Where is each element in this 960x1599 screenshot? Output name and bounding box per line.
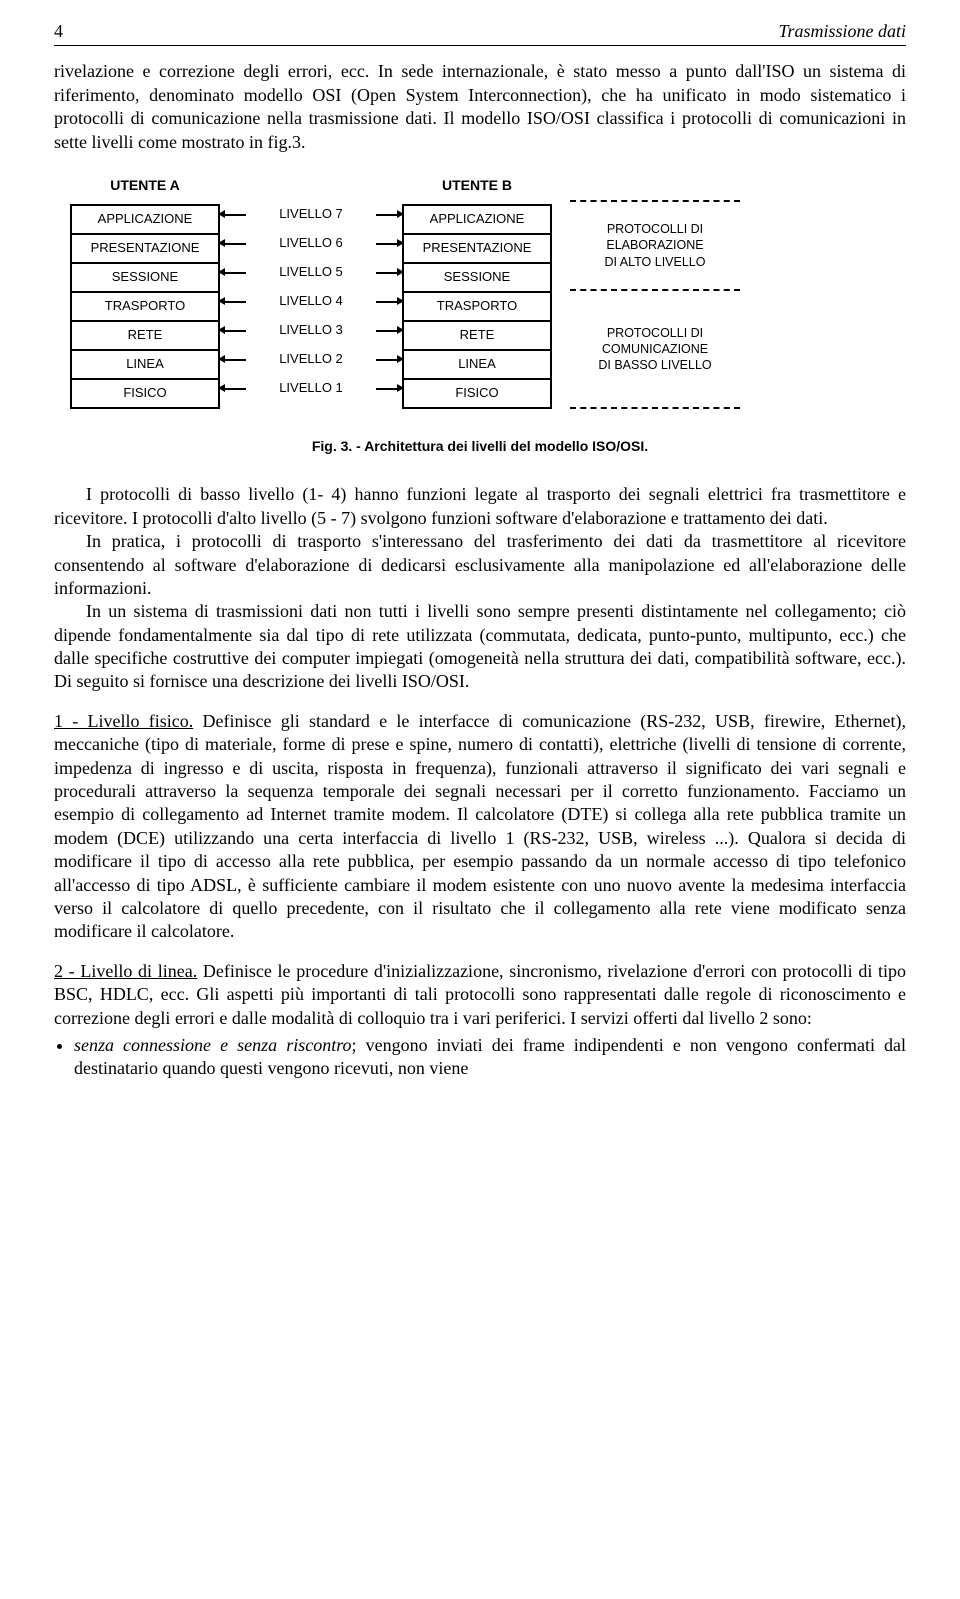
level-1: LIVELLO 1 (246, 374, 376, 403)
layer-a-2: LINEA (72, 351, 218, 380)
utente-b-title: UTENTE B (442, 176, 512, 194)
layer-a-4: TRASPORTO (72, 293, 218, 322)
paragraph-4: In un sistema di trasmissioni dati non t… (54, 600, 906, 694)
layer-a-1: FISICO (72, 380, 218, 409)
bullet-list: senza connessione e senza riscontro; ven… (54, 1034, 906, 1081)
stack-a: UTENTE A APPLICAZIONE PRESENTAZIONE SESS… (70, 176, 220, 409)
layer-a-5: SESSIONE (72, 264, 218, 293)
page-number: 4 (54, 20, 63, 43)
section-1-body: Definisce gli standard e le interfacce d… (54, 711, 906, 942)
layer-b-2: LINEA (404, 351, 550, 380)
section-1-title: 1 - Livello fisico. (54, 711, 193, 731)
level-2: LIVELLO 2 (246, 345, 376, 374)
layer-b-1: FISICO (404, 380, 550, 409)
level-6: LIVELLO 6 (246, 229, 376, 258)
layer-a-7: APPLICAZIONE (72, 206, 218, 235)
section-livello-linea: 2 - Livello di linea. Definisce le proce… (54, 960, 906, 1030)
stack-b: UTENTE B APPLICAZIONE PRESENTAZIONE SESS… (402, 176, 552, 409)
layer-b-5: SESSIONE (404, 264, 550, 293)
level-7: LIVELLO 7 (246, 200, 376, 229)
level-labels: LIVELLO 7 LIVELLO 6 LIVELLO 5 LIVELLO 4 … (246, 200, 376, 403)
layer-a-6: PRESENTAZIONE (72, 235, 218, 264)
layer-b-3: RETE (404, 322, 550, 351)
section-livello-fisico: 1 - Livello fisico. Definisce gli standa… (54, 710, 906, 944)
section-2-title: 2 - Livello di linea. (54, 961, 197, 981)
utente-a-title: UTENTE A (110, 176, 179, 194)
paragraph-1: rivelazione e correzione degli errori, e… (54, 60, 906, 154)
level-3: LIVELLO 3 (246, 316, 376, 345)
layer-b-6: PRESENTAZIONE (404, 235, 550, 264)
layer-b-4: TRASPORTO (404, 293, 550, 322)
group-low: PROTOCOLLI DI COMUNICAZIONE DI BASSO LIV… (570, 291, 740, 407)
layer-a-3: RETE (72, 322, 218, 351)
chapter-title: Trasmissione dati (778, 20, 906, 43)
protocol-groups: PROTOCOLLI DI ELABORAZIONE DI ALTO LIVEL… (570, 200, 740, 409)
level-4: LIVELLO 4 (246, 287, 376, 316)
osi-figure: UTENTE A APPLICAZIONE PRESENTAZIONE SESS… (70, 176, 890, 409)
paragraph-2: I protocolli di basso livello (1- 4) han… (54, 483, 906, 530)
page-header: 4 Trasmissione dati (54, 20, 906, 46)
figure-caption: Fig. 3. - Architettura dei livelli del m… (54, 437, 906, 455)
level-5: LIVELLO 5 (246, 258, 376, 287)
bullet-1: senza connessione e senza riscontro; ven… (74, 1034, 906, 1081)
layer-b-7: APPLICAZIONE (404, 206, 550, 235)
paragraph-3: In pratica, i protocolli di trasporto s'… (54, 530, 906, 600)
group-high: PROTOCOLLI DI ELABORAZIONE DI ALTO LIVEL… (570, 202, 740, 289)
